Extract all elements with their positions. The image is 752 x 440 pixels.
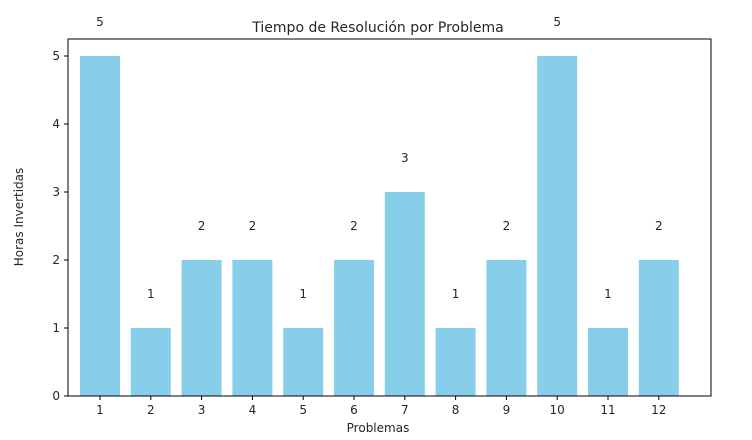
data-label-8: 1	[452, 287, 460, 301]
y-tick-label-3: 3	[52, 185, 60, 199]
y-tick-label-5: 5	[52, 49, 60, 63]
data-labels-group: 5 1 2 2 1 2 3 1 2 5 1 2	[96, 15, 662, 301]
x-tick-label-4: 4	[249, 403, 257, 417]
data-label-1: 5	[96, 15, 104, 29]
x-tick-label-8: 8	[452, 403, 460, 417]
x-tick-label-5: 5	[299, 403, 307, 417]
x-tick-label-1: 1	[96, 403, 104, 417]
y-axis-label: Horas Invertidas	[12, 168, 26, 267]
x-tick-label-6: 6	[350, 403, 358, 417]
bar-2	[130, 328, 171, 396]
x-tick-label-12: 12	[651, 403, 666, 417]
bar-8	[435, 328, 476, 396]
bar-3	[181, 260, 222, 396]
data-label-9: 2	[503, 219, 511, 233]
chart-title: Tiempo de Resolución por Problema	[251, 20, 503, 36]
bars-group	[80, 56, 679, 396]
bar-4	[232, 260, 273, 396]
bar-12	[638, 260, 679, 396]
bar-1	[80, 56, 120, 396]
y-tick-label-2: 2	[52, 253, 60, 267]
x-tick-label-7: 7	[401, 403, 409, 417]
data-label-11: 1	[604, 287, 612, 301]
y-axis-ticks: 0 1 2 3 4 5	[52, 49, 68, 403]
y-tick-label-1: 1	[52, 321, 60, 335]
x-axis-label: Problemas	[347, 421, 410, 435]
x-tick-label-11: 11	[600, 403, 615, 417]
x-tick-label-2: 2	[147, 403, 155, 417]
x-tick-label-3: 3	[198, 403, 206, 417]
x-axis-ticks: 1 2 3 4 5 6 7 8 9 10 11 12	[96, 396, 666, 417]
y-tick-label-4: 4	[52, 117, 60, 131]
bar-6	[334, 260, 374, 396]
bar-10	[537, 56, 578, 396]
y-tick-label-0: 0	[52, 389, 60, 403]
bar-11	[588, 328, 628, 396]
data-label-3: 2	[198, 219, 206, 233]
data-label-7: 3	[401, 151, 409, 165]
data-label-12: 2	[655, 219, 663, 233]
bar-7	[384, 192, 425, 396]
data-label-5: 1	[299, 287, 307, 301]
x-tick-label-9: 9	[503, 403, 511, 417]
data-label-4: 2	[249, 219, 257, 233]
x-tick-label-10: 10	[550, 403, 565, 417]
data-label-2: 1	[147, 287, 155, 301]
plot-area-frame	[67, 38, 712, 397]
data-label-6: 2	[350, 219, 358, 233]
bar-5	[283, 328, 324, 396]
data-label-10: 5	[553, 15, 561, 29]
bar-9	[486, 260, 527, 396]
